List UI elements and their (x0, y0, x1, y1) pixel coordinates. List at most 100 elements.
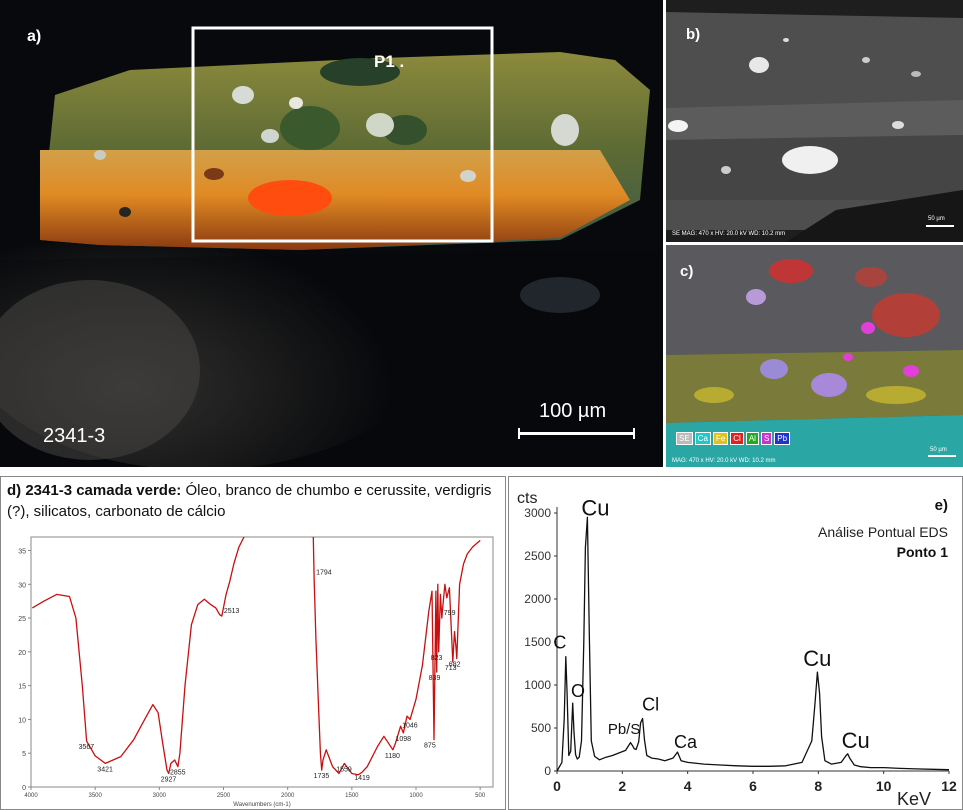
ftir-peak-label: 2513 (224, 608, 240, 615)
ftir-peak-label: 1559 (336, 766, 352, 773)
eds-x-tick-label: 4 (684, 778, 692, 794)
eds-map-panel-c: c) SE Ca Fe Cl Al S Pb MAG: 470 x HV: 20.0 kV … (666, 245, 963, 467)
region-of-interest-box (191, 26, 494, 243)
eds-peak-label-ca: Ca (674, 732, 698, 752)
eds-y-tick-label: 2000 (524, 592, 551, 606)
ftir-x-tick-label: 2000 (281, 793, 295, 799)
ftir-y-tick-label: 20 (18, 650, 26, 657)
ftir-peak-label: 875 (424, 743, 436, 750)
ftir-peak-label: 1735 (314, 773, 330, 780)
element-legend: SE Ca Fe Cl Al S Pb (676, 432, 791, 445)
eds-x-axis-label: KeV (897, 789, 931, 809)
ftir-chart: 0 5 10 15 20 25 30 35 4000 3500 3000 2500 2000 1500 10… (18, 536, 494, 808)
ftir-x-tick-label: 500 (475, 793, 486, 799)
ftir-x-tick-label: 3000 (153, 793, 167, 799)
legend-chip-fe: Fe (712, 432, 729, 445)
eds-x-tick-label: 6 (749, 778, 757, 794)
ftir-title-rest: Óleo, branco de chumbo e cerussite, verd… (7, 482, 492, 520)
ftir-x-tick-label: 4000 (24, 793, 38, 799)
panel-d-label: d) (7, 482, 22, 499)
eds-spectrum-line (556, 516, 950, 772)
eds-peak-label-pb-s: Pb/S (608, 721, 641, 738)
scale-label-b: 50 µm (928, 216, 945, 222)
eds-footer-c: MAG: 470 x HV: 20.0 kV WD: 10.2 mm (672, 458, 776, 464)
panel-b-label: b) (686, 26, 701, 43)
ftir-y-tick-label: 10 (18, 717, 26, 724)
ftir-peak-label: 3567 (79, 744, 95, 751)
eds-x-tick-label: 12 (941, 778, 957, 794)
legend-chip-pb: Pb (774, 432, 791, 445)
legend-chip-al: Al (745, 432, 759, 445)
eds-chart: 0 500 1000 1500 2000 2500 3000 0 2 4 6 8 10 12 cts KeV C… (517, 490, 957, 809)
eds-peak-label-cu: Cu (803, 646, 831, 671)
legend-chip-se: SE (676, 432, 693, 445)
legend-chip-cl: Cl (730, 432, 744, 445)
ftir-peak-label: 823 (431, 655, 443, 662)
ftir-peak-label: 3421 (97, 766, 113, 773)
eds-y-axis-label: cts (517, 490, 537, 507)
micrograph-panel-a: a) P1 . 2341-3 100 µm (0, 0, 663, 467)
ftir-plot-frame (30, 536, 494, 788)
ftir-title-bold: 2341-3 camada verde: (25, 482, 182, 499)
point-label: P1 . (374, 52, 405, 71)
eds-y-tick-label: 1500 (524, 635, 551, 649)
ftir-y-tick-label: 35 (18, 549, 26, 556)
ftir-y-tick-label: 0 (22, 785, 26, 792)
eds-panel-e: e) Análise Pontual EDS Ponto 1 0 500 1000 1… (508, 476, 963, 810)
legend-chip-s: S (760, 432, 773, 445)
ftir-x-tick-label: 2500 (217, 793, 231, 799)
ftir-peak-label: 1046 (402, 722, 418, 729)
eds-peak-label-cu: Cu (581, 495, 609, 520)
eds-annotation-line1: Análise Pontual EDS (818, 524, 948, 540)
ftir-y-tick-label: 15 (18, 684, 26, 691)
ftir-x-tick-label: 1500 (345, 793, 359, 799)
ftir-peak-label: 1419 (354, 775, 370, 782)
eds-x-tick-label: 10 (876, 778, 892, 794)
ftir-title: d) 2341-3 camada verde: Óleo, branco de … (7, 480, 502, 522)
ftir-peak-label: 799 (444, 610, 456, 617)
eds-x-tick-label: 0 (553, 778, 561, 794)
ftir-panel-d: d) 2341-3 camada verde: Óleo, branco de … (0, 476, 506, 810)
sample-id: 2341-3 (43, 425, 106, 447)
eds-peak-label-o: O (571, 681, 585, 701)
eds-y-tick-label: 1000 (524, 678, 551, 692)
scale-label-a: 100 µm (539, 400, 607, 422)
ftir-series-high (31, 536, 245, 775)
ftir-y-tick-label: 25 (18, 616, 26, 623)
eds-peak-label-cl: Cl (642, 695, 659, 715)
eds-y-tick-label: 500 (531, 721, 551, 735)
panel-e-label: e) (934, 497, 948, 514)
ftir-x-tick-label: 1000 (409, 793, 423, 799)
eds-x-tick-label: 8 (814, 778, 822, 794)
eds-annotation-line2: Ponto 1 (896, 544, 948, 560)
ftir-peak-label: 713 (445, 665, 457, 672)
eds-y-tick-label: 2500 (524, 549, 551, 563)
panel-a-label: a) (27, 28, 42, 45)
eds-y-tick-label: 3000 (524, 506, 551, 520)
eds-peak-label-cu: Cu (842, 728, 870, 753)
eds-y-tick-label: 0 (544, 764, 551, 778)
sem-image (666, 0, 963, 242)
cross-section-image (0, 0, 663, 467)
panel-c-label: c) (680, 263, 694, 280)
scale-bar-a (518, 432, 635, 435)
eds-x-tick-label: 2 (618, 778, 626, 794)
ftir-y-tick-label: 5 (22, 751, 26, 758)
ftir-peak-label: 1180 (385, 753, 400, 760)
ftir-peak-label: 1794 (316, 570, 332, 577)
ftir-x-axis-label: Wavenumbers (cm-1) (233, 802, 290, 808)
scale-label-c: 50 µm (930, 447, 947, 453)
eds-map-image (666, 245, 963, 467)
legend-chip-ca: Ca (694, 432, 711, 445)
ftir-peak-label: 682 (449, 662, 461, 669)
ftir-peak-label: 2855 (170, 770, 186, 777)
ftir-series-low (312, 536, 481, 776)
ftir-peak-label: 839 (429, 675, 441, 682)
ftir-peak-label: 2927 (161, 776, 177, 783)
ftir-y-tick-label: 30 (18, 582, 26, 589)
sem-panel-b: b) SE MAG: 470 x HV: 20.0 kV WD: 10.2 mm… (666, 0, 963, 242)
ftir-x-tick-label: 3500 (88, 793, 102, 799)
ftir-peak-label: 1098 (395, 736, 411, 743)
eds-peak-label-c: C (553, 633, 566, 653)
sem-footer-b: SE MAG: 470 x HV: 20.0 kV WD: 10.2 mm (672, 231, 786, 237)
